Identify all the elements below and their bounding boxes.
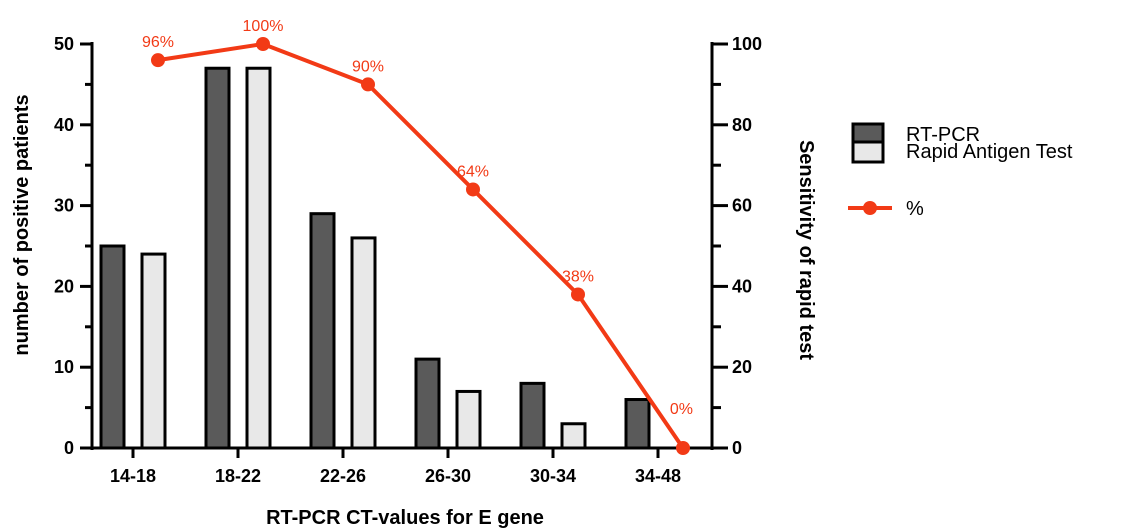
legend-marker-percent	[863, 201, 877, 215]
data-label-percent-26-30: 64%	[457, 163, 489, 180]
y2-tick-label: 100	[732, 34, 762, 54]
legend: RT-PCR Rapid Antigen Test %	[848, 122, 1073, 220]
y2-tick-label: 60	[732, 196, 752, 216]
bar-rt-pcr-18-22	[204, 66, 231, 450]
bar-rt-pcr-26-30	[414, 357, 441, 450]
data-label-percent-30-34: 38%	[562, 268, 594, 285]
point-percent-30-34	[571, 287, 585, 302]
y-tick-label: 10	[54, 357, 74, 377]
y-tick-label: 0	[64, 438, 74, 458]
legend-label-rt-pcr: RT-PCR	[906, 124, 980, 146]
y-axis-title: number of positive patients	[11, 94, 33, 355]
bar-rt-pcr-22-26	[309, 212, 336, 450]
y2-tick-label: 80	[732, 115, 752, 135]
y2-axis-title: Sensitivity of rapid test	[795, 140, 817, 360]
x-tick-label-26-30: 26-30	[425, 466, 471, 486]
bars-layer	[99, 66, 651, 450]
data-label-percent-22-26: 90%	[352, 58, 384, 75]
y2-tick-label: 0	[732, 438, 742, 458]
point-percent-26-30	[466, 182, 480, 197]
data-label-percent-18-22: 100%	[243, 18, 284, 35]
data-label-percent-34-48: 0%	[670, 401, 693, 418]
point-percent-34-48	[676, 441, 690, 455]
point-percent-18-22	[256, 37, 270, 51]
x-tick-label-14-18: 14-18	[110, 466, 156, 486]
axes-layer: 0 10 20 30 40 50 0 20 40 60 80 100 14-18 18-22 22-26 26…	[54, 34, 762, 486]
y-tick-label: 50	[54, 34, 74, 54]
legend-label-rapid-antigen-test: Rapid Antigen Test	[906, 141, 1073, 163]
bar-rt-pcr-34-48	[624, 398, 651, 450]
bar-rapid-antigen-test-14-18	[140, 252, 167, 450]
bar-rapid-antigen-test-22-26	[350, 236, 377, 450]
x-tick-label-30-34: 30-34	[530, 466, 576, 486]
y-tick-label: 40	[54, 115, 74, 135]
x-tick-label-18-22: 18-22	[215, 466, 261, 486]
point-percent-22-26	[361, 77, 375, 92]
bar-rt-pcr-14-18	[99, 244, 126, 450]
line-percent	[157, 42, 685, 450]
y2-tick-label: 20	[732, 357, 752, 377]
labels-layer: 96% 100% 90% 64% 38% 0%	[142, 18, 693, 418]
y-tick-label: 30	[54, 196, 74, 216]
y-tick-label: 20	[54, 276, 74, 296]
point-percent-14-18	[151, 53, 165, 68]
bar-rapid-antigen-test-18-22	[245, 66, 272, 450]
line-layer	[151, 37, 690, 455]
x-tick-label-34-48: 34-48	[635, 466, 681, 486]
bar-rapid-antigen-test-30-34	[560, 422, 587, 450]
bar-rapid-antigen-test-26-30	[455, 389, 482, 450]
y2-tick-label: 40	[732, 276, 752, 296]
legend-swatch-rapid-antigen-test	[851, 140, 885, 164]
data-label-percent-14-18: 96%	[142, 34, 174, 51]
x-tick-label-22-26: 22-26	[320, 466, 366, 486]
x-axis-title: RT-PCR CT-values for E gene	[266, 507, 544, 529]
bar-rt-pcr-30-34	[519, 381, 546, 450]
legend-label-percent: %	[906, 198, 924, 220]
